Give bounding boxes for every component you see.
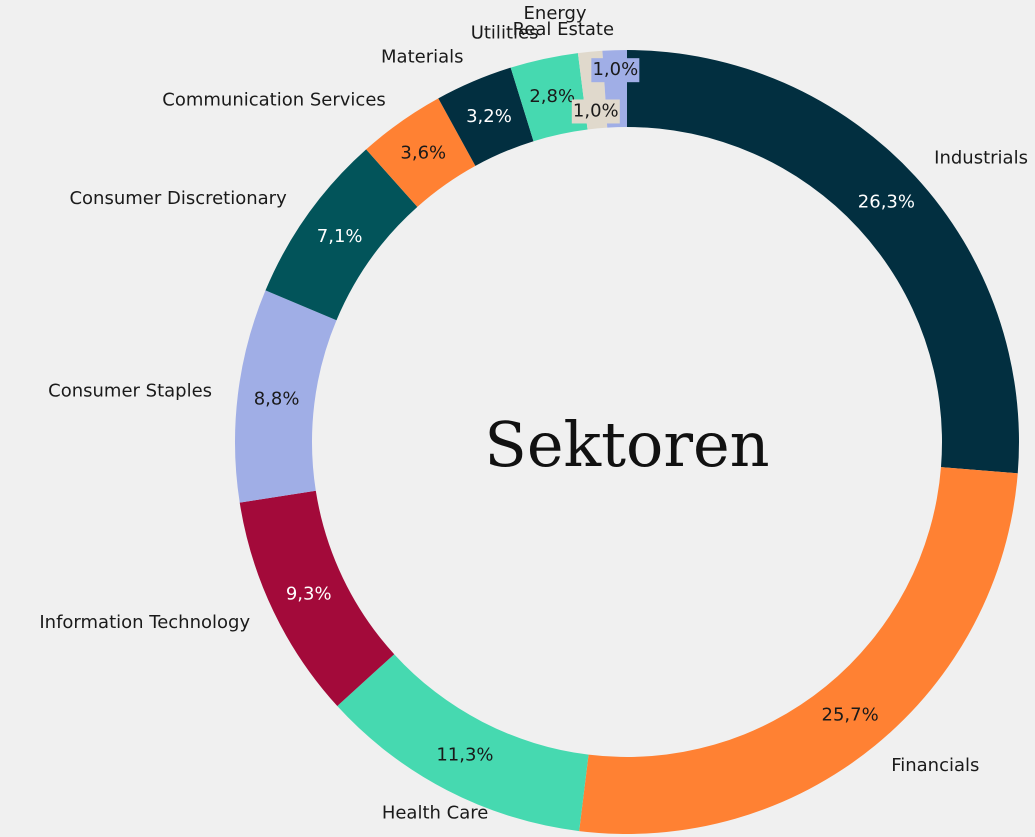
slice	[239, 490, 395, 707]
value-label: 1,0%	[592, 59, 638, 80]
value-label: 25,7%	[822, 705, 879, 726]
category-label: Energy	[524, 3, 587, 24]
slice	[235, 290, 337, 503]
category-label: Information Technology	[39, 612, 250, 633]
slice	[337, 654, 589, 832]
category-label: Utilities	[471, 22, 539, 43]
category-label: Communication Services	[162, 90, 386, 111]
category-label: Industrials	[934, 147, 1028, 168]
category-label: Consumer Discretionary	[69, 188, 287, 209]
slice	[265, 149, 418, 321]
chart-title: Sektoren	[484, 408, 769, 481]
value-label: 2,8%	[529, 86, 575, 107]
value-label: 1,0%	[573, 100, 619, 121]
value-label: 3,6%	[400, 143, 446, 164]
value-label: 7,1%	[317, 226, 363, 247]
slice	[627, 50, 1019, 474]
slices	[235, 50, 1019, 834]
value-label-bg	[591, 58, 640, 83]
value-label: 3,2%	[466, 106, 512, 127]
value-label: 26,3%	[858, 192, 915, 213]
value-label: 11,3%	[436, 745, 493, 766]
category-label: Materials	[381, 46, 464, 67]
slice	[510, 53, 588, 142]
category-label: Consumer Staples	[48, 381, 212, 402]
category-label: Financials	[891, 755, 979, 776]
labels: 26,3% Industrials 25,7% Financials 11,3% Heal…	[39, 3, 1028, 823]
value-label: 9,3%	[286, 584, 332, 605]
slice	[579, 467, 1018, 834]
category-label: Health Care	[382, 802, 489, 823]
value-label-bg	[571, 99, 620, 124]
category-label: Real Estate	[513, 19, 615, 40]
slice	[438, 67, 534, 166]
slice	[366, 98, 476, 207]
value-label: 8,8%	[254, 388, 300, 409]
